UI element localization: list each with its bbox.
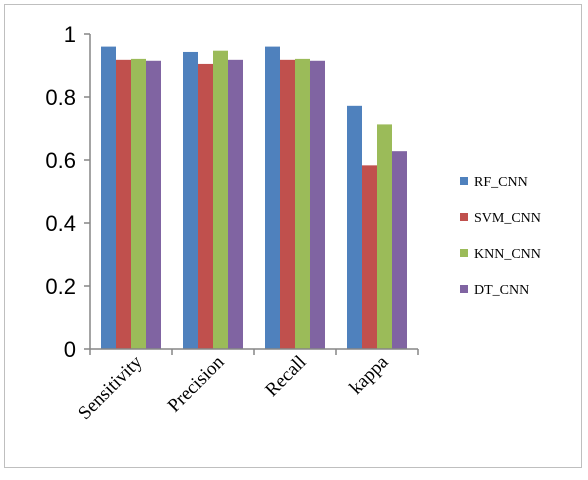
bar-rf-cnn-precision xyxy=(183,51,198,349)
x-tick-label: kappa xyxy=(346,351,393,398)
bar-dt-cnn-sensitivity xyxy=(146,60,161,350)
bars-group xyxy=(101,46,407,350)
legend-swatch-dt-cnn xyxy=(460,285,468,293)
bar-svm-cnn-kappa xyxy=(362,165,377,349)
bar-svm-cnn-sensitivity xyxy=(116,59,131,350)
bar-rf-cnn-sensitivity xyxy=(101,46,116,349)
bar-dt-cnn-recall xyxy=(310,60,325,350)
legend-label-svm-cnn: SVM_CNN xyxy=(474,211,541,226)
x-tick-label: Sensitivity xyxy=(74,351,147,424)
y-tick-label: 0.8 xyxy=(45,85,76,110)
x-tick-label: Precision xyxy=(164,351,229,416)
y-tick-label: 1 xyxy=(64,22,76,47)
y-tick-label: 0 xyxy=(64,337,76,362)
bar-dt-cnn-kappa xyxy=(392,151,407,349)
bar-knn-cnn-kappa xyxy=(377,124,392,349)
y-tick-label: 0.6 xyxy=(45,148,76,173)
bar-knn-cnn-recall xyxy=(295,58,310,349)
legend: RF_CNN SVM_CNN KNN_CNN DT_CNN xyxy=(460,175,541,298)
bar-knn-cnn-sensitivity xyxy=(131,58,146,349)
bar-rf-cnn-kappa xyxy=(347,105,362,349)
y-ticks-group: 0 0.2 0.4 0.6 0.8 1 xyxy=(45,22,90,362)
bar-knn-cnn-precision xyxy=(213,50,228,349)
y-tick-label: 0.4 xyxy=(45,211,76,236)
y-tick-label: 0.2 xyxy=(45,274,76,299)
bar-svm-cnn-recall xyxy=(280,59,295,350)
legend-swatch-knn-cnn xyxy=(460,249,468,257)
x-ticks-group: Sensitivity Precision Recall kappa xyxy=(74,349,419,424)
legend-label-knn-cnn: KNN_CNN xyxy=(474,247,541,262)
legend-swatch-svm-cnn xyxy=(460,213,468,221)
legend-label-rf-cnn: RF_CNN xyxy=(474,175,528,190)
legend-swatch-rf-cnn xyxy=(460,177,468,185)
bar-svm-cnn-precision xyxy=(198,63,213,350)
bar-dt-cnn-precision xyxy=(228,59,243,350)
bar-rf-cnn-recall xyxy=(265,46,280,349)
x-tick-label: Recall xyxy=(261,352,310,401)
legend-label-dt-cnn: DT_CNN xyxy=(474,283,529,298)
